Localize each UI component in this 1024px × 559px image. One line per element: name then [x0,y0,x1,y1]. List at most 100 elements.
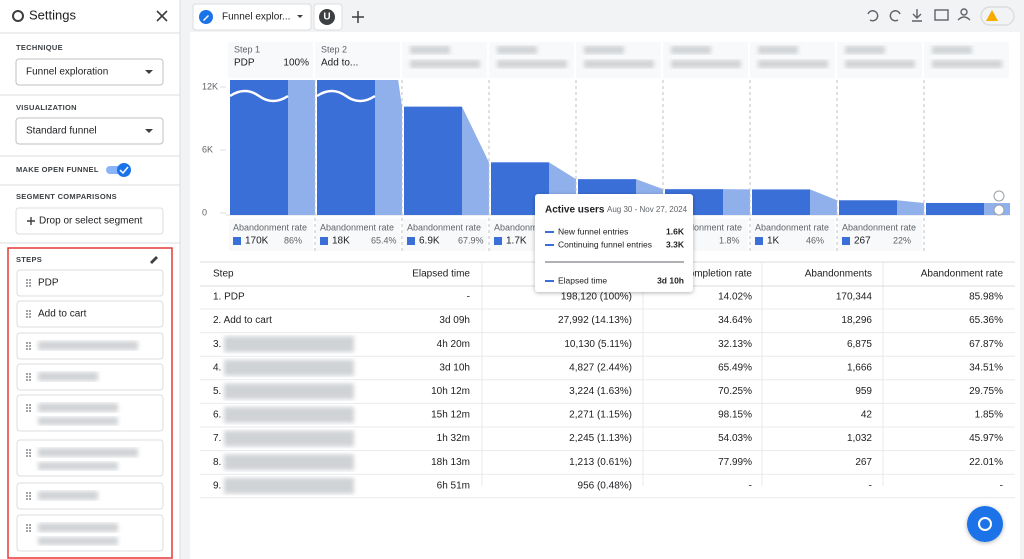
step-item[interactable] [16,439,164,477]
y-tick-label: 12K [202,81,218,91]
cell: 18,296 [841,315,872,326]
redacted [671,46,711,54]
cell: 959 [855,386,872,397]
drag-handle [29,345,31,347]
label: VISUALIZATION [16,103,77,112]
drag-handle [26,348,28,350]
redacted [845,46,885,54]
redacted [38,417,118,425]
cell: 34.64% [718,315,752,326]
drag-handle [29,376,31,378]
abandonment-rate: 1.8% [719,235,740,245]
drag-handle [26,404,28,406]
cell: 2,271 (1.15%) [569,410,632,421]
cell: 22.01% [969,457,1003,468]
drag-handle [29,455,31,457]
cell: 3,224 (1.63%) [569,386,632,397]
abandonment-count: 6.9K [419,236,440,247]
segment-button[interactable] [15,207,164,235]
redacted [38,341,138,350]
step-item[interactable] [16,514,164,552]
zoom[interactable] [993,204,1005,216]
cell: 45.97% [969,433,1003,444]
drag-handle [29,452,31,454]
redacted [224,430,354,447]
step-item[interactable] [16,269,164,297]
label: SEGMENT COMPARISONS [16,192,117,201]
redacted [224,359,354,376]
cell: 14.02% [718,292,752,303]
cell: 6. [213,410,221,421]
dropoff [288,80,315,215]
drag-handle [26,410,28,412]
cell: 4h 20m [437,339,470,350]
cell: 3d 10h [439,362,470,373]
drag-handle [26,285,28,287]
drag-handle [26,527,28,529]
cell: 98.15% [718,410,752,421]
step-item[interactable] [16,394,164,432]
bar [230,80,288,215]
step-item[interactable] [16,300,164,328]
add-tab[interactable] [352,11,364,23]
cell: 29.75% [969,386,1003,397]
drag-handle [29,348,31,350]
step-name: PDP [234,58,255,69]
redacted [38,403,118,412]
legend-swatch [233,237,241,245]
fab[interactable] [967,506,1003,542]
cell: 1,032 [847,433,872,444]
cell: 10h 12m [431,386,470,397]
column-header: Abandonments [805,269,872,280]
drag-handle [26,342,28,344]
redacted [410,60,480,68]
cell: 67.87% [969,339,1003,350]
edit[interactable] [150,256,158,264]
tooltip-label: New funnel entries [558,226,628,236]
drag-handle [26,310,28,312]
column-header: Completion rate [681,269,752,280]
button-label: Drop or select segment [39,216,143,227]
dropoff [375,80,402,215]
tooltip-label: Elapsed time [558,275,607,285]
abandonment-box [751,219,835,251]
tab[interactable] [192,3,312,31]
cell: 42 [861,410,873,421]
sidebar-title: Settings [29,7,76,22]
close[interactable] [156,10,168,22]
cell: 9. [213,480,221,491]
abandonment-rate: 22% [893,235,911,245]
dropdown-value: Standard funnel [26,126,97,137]
toolbar[interactable] [867,6,1015,26]
drag-handle [29,373,31,375]
cell: 1.85% [975,410,1003,421]
abandonment-box [403,219,487,251]
tooltip-title: Active users [545,205,605,216]
abandonment-box [229,219,313,251]
abandonment-label: Abandonment rate [842,222,916,232]
dropoff [810,189,837,215]
tooltip-value: 3d 10h [657,275,684,285]
zoom[interactable] [993,190,1005,202]
drag-handle [26,498,28,500]
redacted [38,491,98,500]
dropdown[interactable] [15,58,164,86]
drag-handle [29,527,31,529]
dropdown[interactable] [15,117,164,145]
cell: 27,992 (14.13%) [558,315,632,326]
dropoff [723,189,750,215]
step-share: 100% [283,58,309,69]
redacted [224,407,354,423]
abandonment-label: Abandonment rate [494,222,568,232]
cell: 10,130 (5.11%) [564,339,632,350]
abandonment-count: 1.7K [506,236,527,247]
redacted [932,46,972,54]
drag-handle [29,285,31,287]
axis-break [316,89,376,103]
cell: 198,120 (100%) [561,292,632,303]
drag-handle [26,492,28,494]
drag-handle [26,379,28,381]
step-number: Step 2 [321,44,347,54]
cell: 3d 09h [439,315,470,326]
